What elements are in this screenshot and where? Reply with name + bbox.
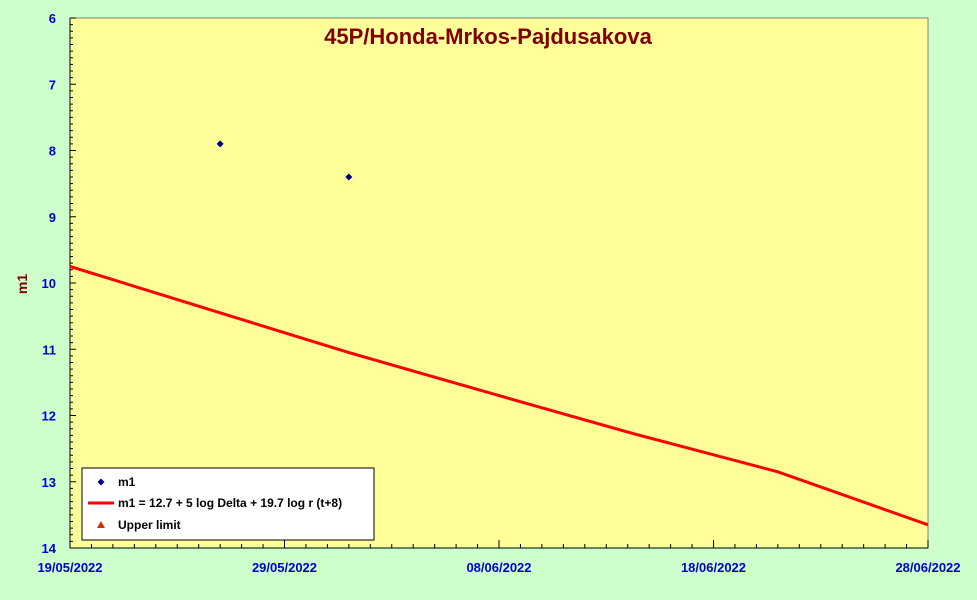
x-tick-label: 19/05/2022 xyxy=(37,560,102,575)
legend-box xyxy=(81,467,375,541)
x-tick-label: 28/06/2022 xyxy=(895,560,960,575)
model-curve xyxy=(69,264,929,527)
y-tick-label: 14 xyxy=(42,541,57,556)
x-tick-label: 18/06/2022 xyxy=(681,560,746,575)
legend: m1 m1 = 12.7 + 5 log Delta + 19.7 log r (… xyxy=(81,467,375,541)
legend-label: m1 xyxy=(118,475,136,489)
legend-label: m1 = 12.7 + 5 log Delta + 19.7 log r (t+… xyxy=(118,496,342,510)
y-tick-label: 7 xyxy=(49,77,56,92)
data-marks xyxy=(69,140,929,527)
legend-label: Upper limit xyxy=(118,518,181,532)
y-tick-label: 6 xyxy=(49,11,56,26)
plot-area xyxy=(69,17,929,549)
chart-title: 45P/Honda-Mrkos-Pajdusakova xyxy=(324,24,652,49)
y-tick-label: 12 xyxy=(42,409,56,424)
legend-swatch-triangle xyxy=(97,521,105,528)
y-axis-label: m1 xyxy=(14,274,30,294)
legend-swatch-diamond xyxy=(97,478,105,486)
y-tick-label: 13 xyxy=(42,475,56,490)
axes: 6 7 8 9 10 11 12 13 14 19/05/2022 29/05/2022 08/06/… xyxy=(37,11,960,575)
x-tick-label: 29/05/2022 xyxy=(252,560,317,575)
x-tick-label: 08/06/2022 xyxy=(466,560,531,575)
y-tick-label: 11 xyxy=(42,342,56,357)
observation-point xyxy=(216,140,224,148)
y-tick-label: 8 xyxy=(49,144,56,159)
y-tick-label: 9 xyxy=(49,210,56,225)
y-tick-label: 10 xyxy=(42,276,56,291)
observation-point xyxy=(345,173,353,181)
